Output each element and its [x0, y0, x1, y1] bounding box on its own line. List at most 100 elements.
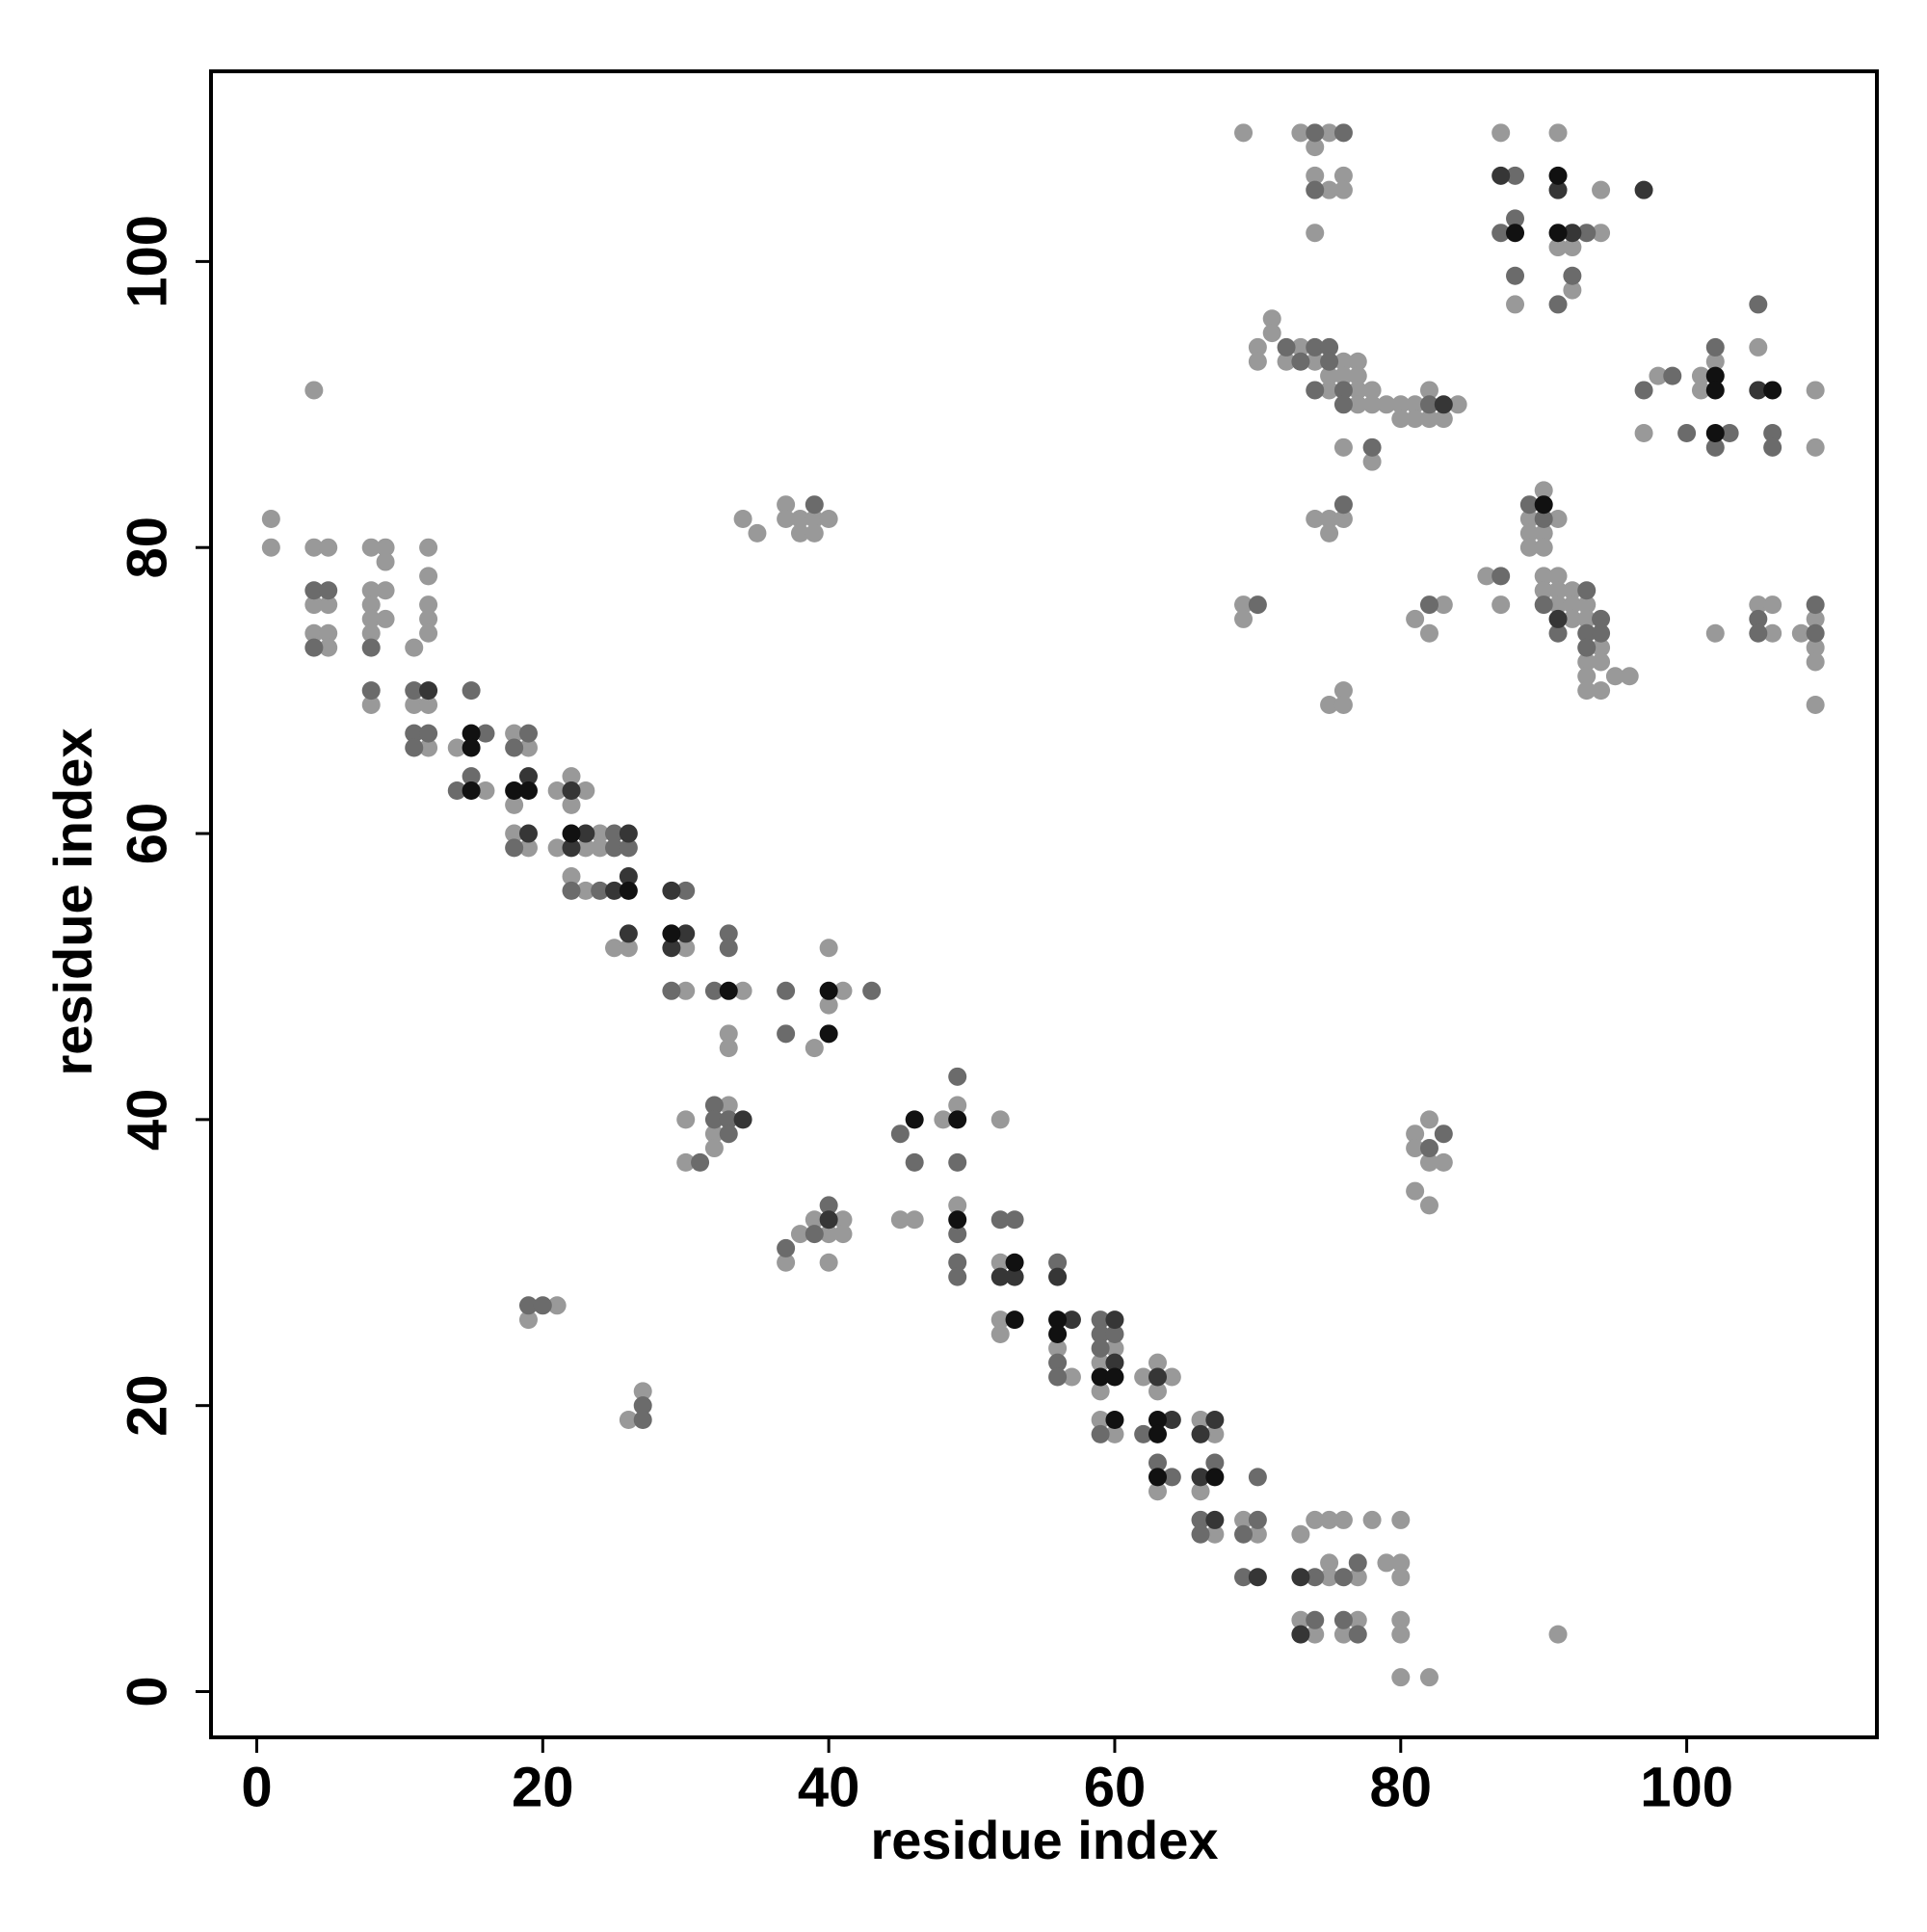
- contact-point: [1563, 266, 1582, 285]
- contact-point: [1005, 1310, 1024, 1330]
- contact-point: [304, 381, 324, 400]
- contact-point: [1148, 1353, 1167, 1372]
- contact-point: [1320, 1510, 1339, 1529]
- contact-point: [1477, 567, 1496, 586]
- contact-point: [505, 795, 524, 814]
- contact-point: [1419, 1668, 1439, 1687]
- contact-point: [1191, 1468, 1210, 1487]
- contact-point: [319, 623, 338, 643]
- contact-point: [819, 981, 838, 1000]
- contact-point: [1563, 609, 1582, 628]
- contact-point: [1577, 652, 1597, 672]
- contact-point: [1563, 581, 1582, 600]
- contact-point: [1406, 410, 1425, 429]
- contact-point: [1419, 623, 1439, 643]
- contact-point: [1162, 1411, 1181, 1430]
- contact-point: [1391, 1610, 1411, 1629]
- contact-point: [1677, 423, 1697, 442]
- contact-point: [777, 495, 796, 515]
- contact-point: [1563, 224, 1582, 243]
- contact-point: [1348, 395, 1367, 414]
- contact-point: [419, 567, 438, 586]
- contact-point: [476, 781, 495, 801]
- contact-point: [1306, 1568, 1325, 1587]
- contact-point: [562, 867, 581, 887]
- contact-point: [1333, 510, 1353, 529]
- contact-point: [1005, 1210, 1024, 1230]
- x-tick-label: 40: [798, 1756, 860, 1818]
- contact-point: [1306, 180, 1325, 199]
- contact-point: [805, 495, 824, 515]
- contact-point: [619, 924, 638, 943]
- contact-point: [1806, 437, 1825, 457]
- contact-point: [1306, 510, 1325, 529]
- contact-point: [1291, 337, 1310, 357]
- contact-point: [1563, 238, 1582, 257]
- contact-point: [790, 523, 809, 543]
- contact-point: [833, 981, 853, 1000]
- contact-point: [319, 581, 338, 600]
- y-tick-label: 20: [116, 1374, 178, 1437]
- contact-point: [819, 1024, 838, 1044]
- contact-point: [1320, 1568, 1339, 1587]
- contact-point: [662, 939, 681, 958]
- contact-point: [361, 538, 381, 557]
- contact-point: [1148, 1453, 1167, 1472]
- contact-point: [1091, 1310, 1110, 1330]
- contact-point: [1148, 1468, 1167, 1487]
- contact-point: [1205, 1510, 1225, 1529]
- contact-point: [1506, 224, 1525, 243]
- contact-point: [1377, 395, 1396, 414]
- contact-point: [990, 1253, 1010, 1272]
- contact-point: [1348, 352, 1367, 371]
- contact-point: [948, 1267, 967, 1286]
- contact-point: [1320, 381, 1339, 400]
- contact-point: [1234, 595, 1254, 615]
- contact-point: [777, 510, 796, 529]
- contact-point: [1348, 381, 1367, 400]
- contact-point: [1806, 595, 1825, 615]
- contact-point: [361, 581, 381, 600]
- contact-point: [1391, 1553, 1411, 1573]
- contact-point: [376, 581, 395, 600]
- contact-point: [447, 738, 466, 757]
- contact-point: [704, 1139, 724, 1158]
- contact-point: [505, 724, 524, 743]
- contact-point: [304, 581, 324, 600]
- contact-point: [562, 838, 581, 858]
- contact-point: [1534, 523, 1553, 543]
- contact-point: [1548, 180, 1568, 199]
- contact-point: [733, 1110, 752, 1129]
- contact-point: [704, 981, 724, 1000]
- contact-point: [361, 595, 381, 615]
- contact-point: [1406, 1181, 1425, 1201]
- contact-point: [719, 1024, 738, 1044]
- contact-point: [419, 738, 438, 757]
- contact-point: [1434, 1152, 1453, 1172]
- contact-point: [1519, 523, 1539, 543]
- contact-point: [1320, 523, 1339, 543]
- contact-point: [1162, 1367, 1181, 1387]
- contact-point: [1634, 381, 1653, 400]
- contact-point: [1749, 337, 1768, 357]
- contact-point: [1234, 1510, 1254, 1529]
- contact-point: [1577, 224, 1597, 243]
- contact-point: [1333, 381, 1353, 400]
- contact-point: [1333, 123, 1353, 143]
- contact-point: [1320, 337, 1339, 357]
- contact-point: [1333, 366, 1353, 385]
- contact-point: [1362, 381, 1382, 400]
- contact-point: [1649, 366, 1668, 385]
- contact-point: [948, 1196, 967, 1215]
- contact-point: [1048, 1310, 1068, 1330]
- contact-point: [733, 510, 752, 529]
- contact-point: [576, 838, 595, 858]
- contact-point: [1548, 595, 1568, 615]
- contact-point: [1663, 366, 1682, 385]
- contact-point: [361, 695, 381, 714]
- contact-point: [777, 1238, 796, 1257]
- contact-point: [1248, 352, 1267, 371]
- x-tick-label: 60: [1084, 1756, 1147, 1818]
- contact-point: [1333, 166, 1353, 185]
- contact-point: [1191, 1411, 1210, 1430]
